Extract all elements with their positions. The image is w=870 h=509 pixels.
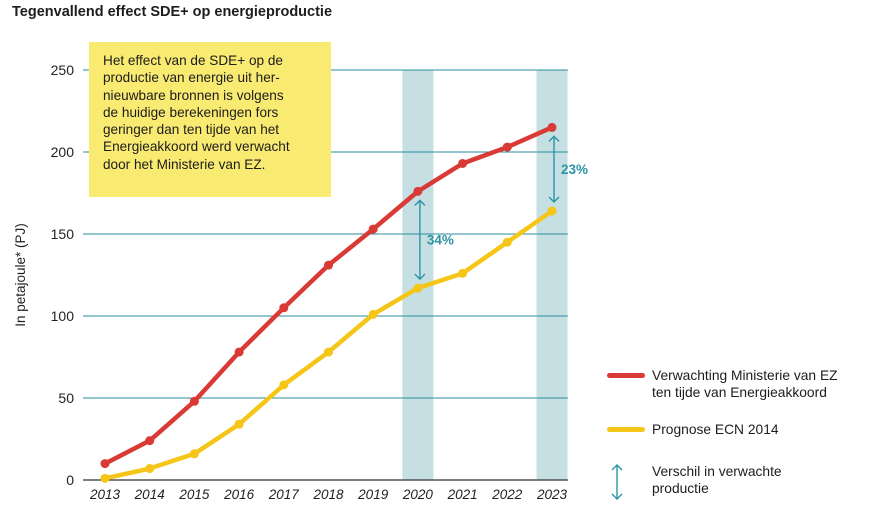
data-point-ministerie	[547, 122, 557, 132]
arrow-head-up	[414, 199, 426, 206]
callout-line: geringer dan ten tijde van het	[103, 122, 280, 138]
chart-title: Tegenvallend effect SDE+ op energieprodu…	[12, 4, 333, 20]
data-point-ministerie	[502, 142, 512, 152]
data-point-ecn	[368, 309, 378, 319]
legend-swatch-red	[607, 373, 645, 378]
legend-label: Verschil in verwachte	[652, 464, 782, 479]
data-point-ecn	[458, 268, 468, 278]
data-point-ministerie	[413, 186, 423, 196]
y-axis-label: In petajoule* (PJ)	[13, 223, 28, 327]
x-tick-label: 2016	[223, 487, 255, 502]
info-callout: Het effect van de SDE+ op de productie v…	[89, 42, 331, 197]
difference-arrow-2023	[548, 135, 560, 204]
callout-line: nieuwbare bronnen is volgens	[103, 87, 284, 103]
data-point-ecn	[234, 419, 244, 429]
data-point-ministerie	[324, 260, 333, 270]
data-point-ministerie	[458, 158, 468, 168]
legend-label: productie	[652, 481, 709, 496]
data-point-ministerie	[234, 347, 244, 357]
x-tick-label: 2015	[178, 487, 210, 502]
callout-line: Energieakkoord werd verwacht	[103, 139, 290, 155]
x-tick-label: 2019	[357, 487, 389, 502]
difference-arrow-2020	[414, 199, 426, 281]
legend-label: Verwachting Ministerie van EZ	[652, 368, 838, 383]
x-tick-label: 2022	[491, 487, 523, 502]
data-point-ecn	[547, 206, 557, 216]
data-point-ecn	[189, 449, 199, 459]
series-line-ecn	[102, 208, 555, 481]
highlight-band-2020	[402, 70, 434, 480]
x-tick-label: 2023	[536, 487, 568, 502]
y-tick-label: 0	[66, 472, 74, 488]
data-point-ecn	[145, 464, 155, 474]
arrow-head-down	[548, 196, 560, 204]
difference-label-2023: 23%	[561, 162, 588, 177]
data-point-ministerie	[100, 459, 110, 469]
callout-line: Het effect van de SDE+ op de	[103, 53, 283, 68]
legend-swatch-yellow	[607, 427, 645, 432]
data-point-ministerie	[279, 303, 289, 313]
legend-label: Prognose ECN 2014	[652, 422, 779, 437]
data-point-ecn	[279, 380, 289, 390]
data-point-ministerie	[145, 436, 155, 446]
x-tick-label: 2017	[268, 487, 300, 502]
difference-label-2020: 34%	[427, 233, 454, 248]
y-tick-label: 100	[51, 308, 75, 324]
data-point-ecn	[502, 237, 512, 247]
arrow-head-down	[414, 273, 426, 281]
callout-line: door het Ministerie van EZ.	[103, 156, 266, 172]
x-tick-label: 2018	[312, 487, 344, 502]
y-tick-label: 250	[51, 62, 75, 78]
double-arrow-icon	[611, 464, 623, 500]
x-tick-label: 2013	[89, 487, 121, 502]
y-tick-label: 150	[51, 226, 75, 242]
data-point-ministerie	[189, 396, 199, 406]
callout-line: de huidige berekeningen fors	[103, 104, 279, 120]
legend-label: ten tijde van Energieakkoord	[652, 385, 827, 400]
x-tick-label: 2014	[134, 487, 165, 502]
x-tick-label: 2020	[402, 487, 434, 502]
y-tick-label: 200	[51, 144, 75, 160]
x-tick-label: 2021	[447, 487, 478, 502]
data-point-ministerie	[368, 224, 378, 234]
arrow-head-up	[548, 135, 560, 142]
callout-line: productie van energie uit her-	[103, 70, 280, 86]
data-point-ecn	[324, 347, 333, 357]
data-point-ecn	[413, 283, 423, 293]
y-tick-label: 50	[58, 390, 74, 406]
data-point-ecn	[100, 473, 110, 483]
